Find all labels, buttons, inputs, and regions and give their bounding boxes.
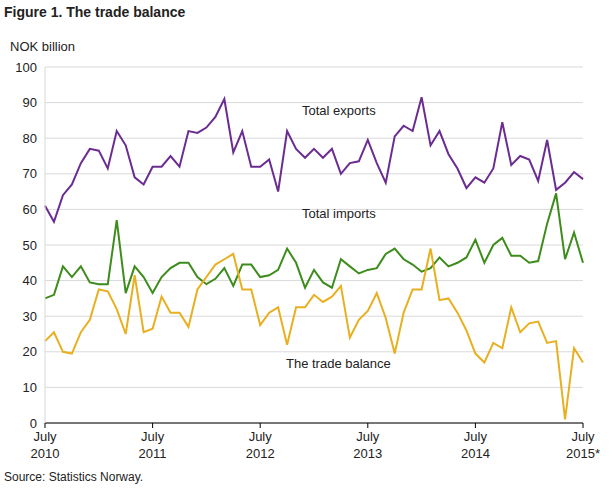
svg-text:80: 80 — [23, 131, 37, 146]
svg-text:10: 10 — [23, 380, 37, 395]
svg-text:July2014: July2014 — [461, 429, 490, 461]
svg-text:July2012: July2012 — [246, 429, 275, 461]
svg-text:40: 40 — [23, 273, 37, 288]
html-text:Source: Statistics Norway.: Source: Statistics Norway. — [4, 470, 144, 484]
svg-text:100: 100 — [15, 60, 37, 75]
html-text:The trade balance: The trade balance — [286, 356, 391, 371]
svg-text:70: 70 — [23, 166, 37, 181]
html-text:Total imports: Total imports — [302, 206, 376, 221]
html-text:Figure 1. The trade balance: Figure 1. The trade balance — [4, 4, 186, 20]
svg-text:July2015*: July2015* — [566, 429, 600, 461]
svg-text:60: 60 — [23, 202, 37, 217]
svg-text:90: 90 — [23, 95, 37, 110]
html-text:NOK billion: NOK billion — [10, 39, 75, 54]
svg-text:July2011: July2011 — [139, 429, 167, 461]
svg-text:50: 50 — [23, 238, 37, 253]
svg-text:20: 20 — [23, 344, 37, 359]
svg-text:July2010: July2010 — [31, 429, 60, 461]
svg-text:30: 30 — [23, 309, 37, 324]
html-text:Total exports: Total exports — [302, 103, 376, 118]
svg-text:July2013: July2013 — [353, 429, 382, 461]
svg-text:0: 0 — [30, 416, 37, 431]
